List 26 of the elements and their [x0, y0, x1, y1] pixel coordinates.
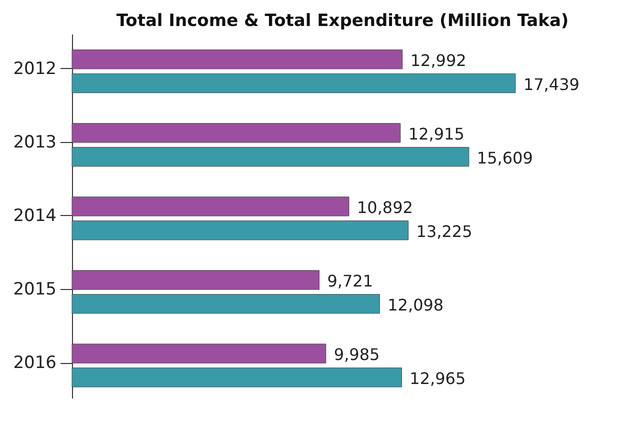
bar: [72, 123, 401, 143]
y-tick-label: 2012: [13, 58, 56, 79]
data-label: 17,439: [523, 74, 580, 94]
data-label: 9,721: [327, 272, 373, 291]
y-tick-label: 2016: [13, 353, 56, 374]
bar: [72, 368, 402, 388]
data-label: 9,985: [334, 345, 380, 364]
data-label: 13,225: [416, 222, 472, 241]
bar: [72, 270, 320, 290]
y-tick-label: 2013: [13, 132, 56, 152]
bar: [72, 146, 470, 167]
bar: [72, 344, 326, 364]
data-label: 12,098: [388, 295, 444, 314]
bar: [72, 73, 516, 94]
data-label: 10,892: [356, 198, 413, 218]
chart-title: Total Income & Total Expenditure (Million Taka): [116, 11, 569, 31]
bar: [72, 294, 380, 314]
y-tick-label: 2014: [13, 206, 56, 226]
bar: [72, 50, 403, 70]
bar: [72, 220, 409, 240]
y-tick-label: 2015: [13, 280, 56, 300]
data-label: 12,965: [410, 369, 466, 388]
data-label: 12,915: [408, 124, 464, 144]
data-label: 12,992: [410, 50, 466, 70]
data-label: 15,609: [476, 148, 533, 168]
bar: [72, 196, 350, 216]
